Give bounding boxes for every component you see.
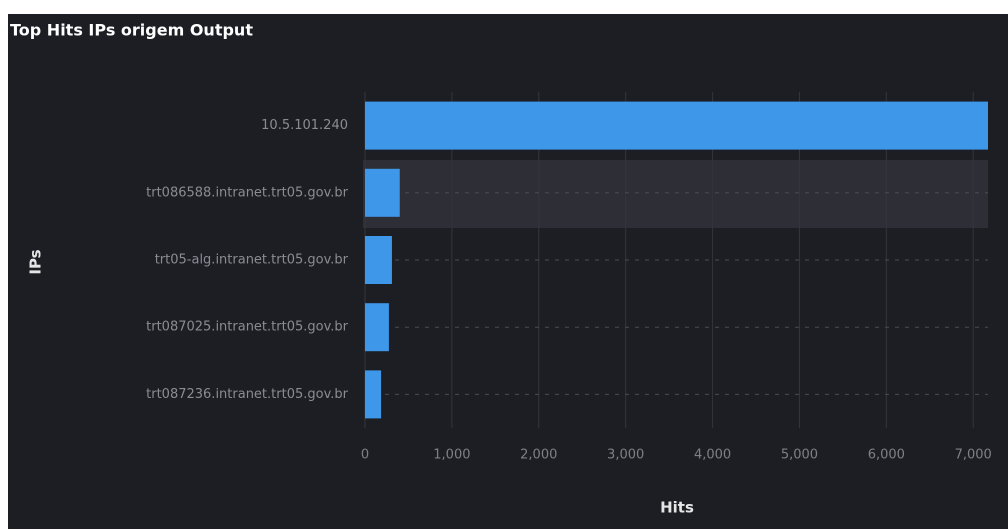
bar — [365, 303, 389, 352]
hover-highlight — [363, 160, 988, 228]
bar — [365, 101, 988, 150]
bar — [365, 236, 392, 284]
y-axis-label: IPs — [27, 249, 45, 274]
x-axis-label: Hits — [660, 499, 694, 517]
y-tick-label: trt087025.intranet.trt05.gov.br — [146, 320, 349, 335]
panel — [8, 14, 1008, 529]
y-tick-label: trt087236.intranet.trt05.gov.br — [146, 387, 349, 402]
x-tick-label: 1,000 — [433, 448, 470, 463]
y-tick-label: 10.5.101.240 — [261, 118, 348, 133]
x-tick-label: 4,000 — [694, 448, 731, 463]
x-tick-label: 6,000 — [868, 448, 905, 463]
y-tick-label: trt05-alg.intranet.trt05.gov.br — [155, 253, 349, 268]
x-tick-label: 0 — [361, 448, 369, 463]
x-tick-label: 3,000 — [607, 448, 644, 463]
panel-edge — [8, 14, 1008, 16]
y-tick-label: trt086588.intranet.trt05.gov.br — [146, 185, 349, 200]
x-tick-label: 5,000 — [781, 448, 818, 463]
bar — [365, 370, 382, 419]
chart-title: Top Hits IPs origem Output — [10, 21, 253, 40]
bar — [365, 168, 400, 217]
x-tick-label: 7,000 — [955, 448, 992, 463]
x-tick-label: 2,000 — [520, 448, 557, 463]
